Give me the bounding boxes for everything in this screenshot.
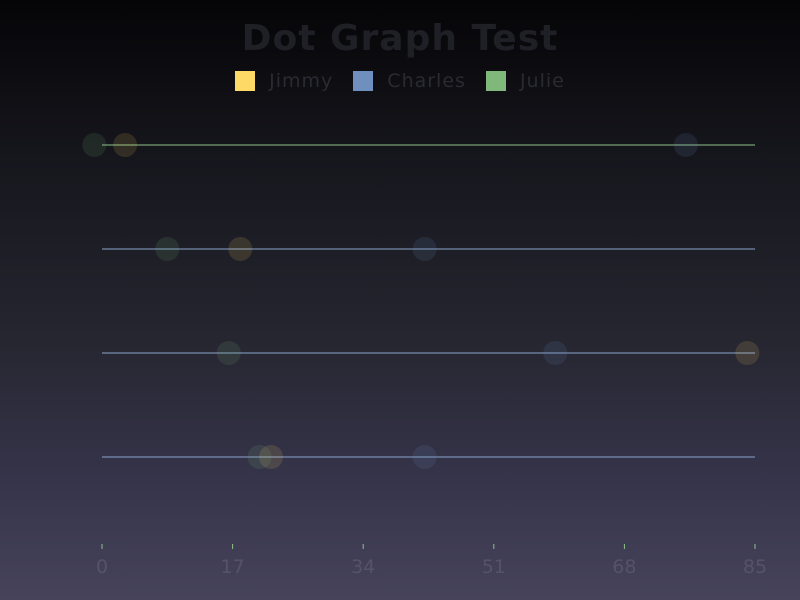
legend-item-jimmy[interactable]: Jimmy (235, 70, 333, 92)
dot-charles-1 (412, 237, 437, 261)
x-tick-label-5: 85 (743, 556, 767, 578)
dot-charles-3 (412, 445, 437, 469)
x-tick-label-4: 68 (612, 556, 636, 578)
dot-jimmy-0 (113, 133, 138, 157)
dot-julie-3 (247, 445, 272, 469)
legend-swatch-jimmy (235, 71, 256, 91)
legend-item-julie[interactable]: Julie (485, 70, 565, 92)
chart-title: Dot Graph Test (241, 18, 559, 59)
x-tick-label-3: 51 (482, 556, 506, 578)
dot-julie-1 (155, 237, 180, 261)
legend-swatch-julie (485, 71, 506, 91)
dot-charles-0 (673, 133, 698, 157)
legend: Jimmy Charles Julie (0, 70, 800, 92)
dot-jimmy-1 (228, 237, 253, 261)
x-tick-label-0: 0 (96, 556, 108, 578)
legend-label-julie: Julie (519, 70, 565, 92)
legend-swatch-charles (353, 71, 374, 91)
legend-label-charles: Charles (387, 70, 466, 92)
dot-julie-2 (216, 341, 241, 365)
legend-item-charles[interactable]: Charles (353, 70, 466, 92)
dot-julie-0 (82, 133, 107, 157)
dot-jimmy-2 (735, 341, 760, 365)
x-tick-label-1: 17 (221, 556, 245, 578)
dot-charles-2 (543, 341, 568, 365)
x-tick-label-2: 34 (351, 556, 375, 578)
legend-label-jimmy: Jimmy (269, 70, 334, 92)
dot-jimmy-3 (259, 445, 284, 469)
